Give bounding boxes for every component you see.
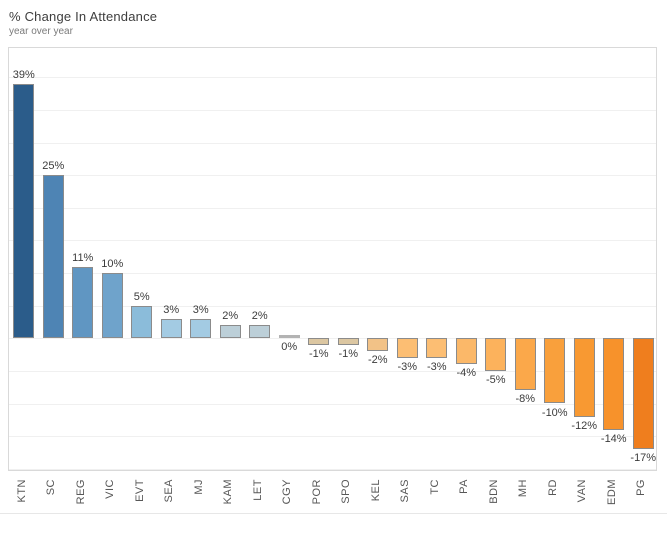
bar-mj[interactable] xyxy=(190,318,212,339)
gridline xyxy=(9,175,656,177)
x-axis-label-pa[interactable]: PA xyxy=(458,479,471,494)
x-axis-label-rd[interactable]: RD xyxy=(546,479,559,496)
gridline xyxy=(9,109,656,111)
bar-value-label: 11% xyxy=(72,251,94,264)
bar-reg[interactable] xyxy=(72,266,94,339)
bar-pa[interactable] xyxy=(455,338,477,365)
bar-ktn[interactable] xyxy=(13,83,35,339)
x-axis-label-ktn[interactable]: KTN xyxy=(15,479,28,503)
x-axis-label-kam[interactable]: KAM xyxy=(222,479,235,505)
x-axis-label-por[interactable]: POR xyxy=(310,479,323,505)
x-axis-label-sea[interactable]: SEA xyxy=(163,479,176,503)
gridline xyxy=(9,273,656,275)
gridline xyxy=(9,142,656,144)
bar-value-label: 2% xyxy=(251,310,268,323)
x-axis-label-cgy[interactable]: CGY xyxy=(281,479,294,505)
bar-rd[interactable] xyxy=(544,338,566,404)
bar-value-label: -3% xyxy=(397,360,418,373)
bottom-divider xyxy=(0,513,667,514)
gridline xyxy=(9,77,656,79)
bar-value-label: -5% xyxy=(485,373,506,386)
x-axis-label-kel[interactable]: KEL xyxy=(369,479,382,502)
gridline xyxy=(9,305,656,307)
gridline xyxy=(9,338,656,340)
bar-pg[interactable] xyxy=(632,338,654,450)
bar-value-label: -14% xyxy=(600,432,627,445)
bar-sas[interactable] xyxy=(396,338,418,358)
gridline xyxy=(9,370,656,372)
bar-por[interactable] xyxy=(308,338,330,345)
bar-value-label: -3% xyxy=(426,360,447,373)
gridline xyxy=(9,468,656,470)
x-axis-label-mh[interactable]: MH xyxy=(517,479,530,498)
bar-let[interactable] xyxy=(249,325,271,339)
chart-title: % Change In Attendance xyxy=(9,9,158,24)
x-axis-label-pg[interactable]: PG xyxy=(635,479,648,496)
bar-cgy[interactable] xyxy=(278,335,300,339)
x-axis-label-tc[interactable]: TC xyxy=(428,479,441,495)
plot-area: 39% 25% 11% 10% 5% 3% 3% 2% 2% 0% -1% -1% -2% -3% -3% -… xyxy=(8,47,657,471)
gridline xyxy=(9,436,656,438)
bar-value-label: 10% xyxy=(101,258,124,271)
chart-subtitle: year over year xyxy=(9,26,73,37)
bar-spo[interactable] xyxy=(337,338,359,345)
bar-value-label: -17% xyxy=(630,452,657,465)
x-axis-label-spo[interactable]: SPO xyxy=(340,479,353,504)
gridline xyxy=(9,207,656,209)
x-axis-label-mj[interactable]: MJ xyxy=(192,479,205,495)
bar-value-label: 39% xyxy=(12,68,35,81)
bar-value-label: -1% xyxy=(338,347,359,360)
x-axis-label-vic[interactable]: VIC xyxy=(104,479,117,499)
bar-value-label: -10% xyxy=(541,406,568,419)
bar-value-label: -1% xyxy=(308,347,329,360)
gridline xyxy=(9,403,656,405)
bar-tc[interactable] xyxy=(426,338,448,358)
bar-mh[interactable] xyxy=(514,338,536,391)
x-axis-label-evt[interactable]: EVT xyxy=(133,479,146,502)
bar-vic[interactable] xyxy=(101,273,123,339)
bar-kam[interactable] xyxy=(219,325,241,339)
bar-value-label: -2% xyxy=(367,354,388,367)
bar-sc[interactable] xyxy=(42,175,64,339)
bar-value-label: 2% xyxy=(222,310,239,323)
bar-evt[interactable] xyxy=(131,305,153,339)
bar-value-label: 0% xyxy=(281,341,298,354)
bar-value-label: -4% xyxy=(456,367,477,380)
bar-kel[interactable] xyxy=(367,338,389,352)
x-axis-label-let[interactable]: LET xyxy=(251,479,264,501)
bar-value-label: 5% xyxy=(133,290,150,303)
bar-bdn[interactable] xyxy=(485,338,507,371)
x-axis-label-sas[interactable]: SAS xyxy=(399,479,412,503)
bar-value-label: -12% xyxy=(571,419,598,432)
x-axis-label-reg[interactable]: REG xyxy=(74,479,87,505)
bar-sea[interactable] xyxy=(160,318,182,339)
bar-value-label: -8% xyxy=(515,393,536,406)
x-axis-label-edm[interactable]: EDM xyxy=(605,479,618,505)
x-axis-label-bdn[interactable]: BDN xyxy=(487,479,500,504)
gridline xyxy=(9,240,656,242)
bar-value-label: 3% xyxy=(192,303,209,316)
bar-edm[interactable] xyxy=(603,338,625,430)
bar-value-label: 3% xyxy=(163,303,180,316)
x-axis-label-van[interactable]: VAN xyxy=(576,479,589,503)
bar-value-label: 25% xyxy=(42,160,65,173)
bar-van[interactable] xyxy=(573,338,595,417)
x-axis-label-sc[interactable]: SC xyxy=(45,479,58,496)
